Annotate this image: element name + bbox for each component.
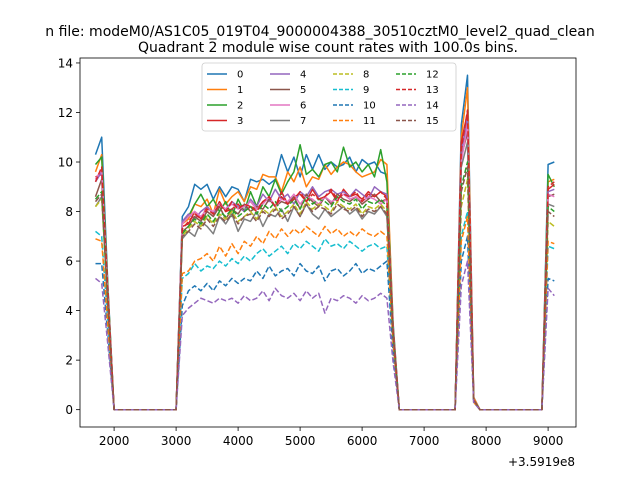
chart-title: Quadrant 2 module wise count rates with … (138, 40, 518, 56)
series-line-10 (95, 235, 555, 411)
axes-frame (79, 57, 577, 428)
series-line-8 (94, 178, 555, 411)
legend-label-5: 5 (300, 85, 306, 96)
series-line-14 (95, 260, 555, 411)
series-line-1 (94, 86, 555, 411)
legend-label-9: 9 (363, 85, 369, 96)
legend-label-6: 6 (300, 101, 306, 112)
y-axis: 0 2 4 6 8 10 12 14 (58, 56, 80, 417)
series-line-12 (94, 161, 555, 411)
legend-box (201, 62, 457, 132)
x-axis-offset-label: +3.5919e8 (508, 455, 575, 469)
x-tick-label: 7000 (409, 434, 440, 448)
legend-label-11: 11 (363, 116, 376, 127)
series-line-15 (94, 166, 555, 411)
y-tick-label: 12 (58, 106, 73, 120)
figure-suptitle: n file: modeM0/AS1C05_019T04_9000004388_… (45, 24, 594, 40)
legend-label-2: 2 (237, 101, 243, 112)
series-line-13 (94, 109, 555, 411)
x-tick-label: 9000 (533, 434, 564, 448)
legend-label-13: 13 (426, 85, 439, 96)
legend-label-12: 12 (426, 70, 439, 81)
x-axis: 2000 3000 4000 5000 6000 7000 8000 9000 (99, 427, 564, 448)
series-line-3 (95, 111, 555, 411)
plot-area (94, 74, 555, 411)
legend-label-8: 8 (363, 70, 369, 81)
x-tick-label: 4000 (223, 434, 254, 448)
x-tick-label: 6000 (347, 434, 378, 448)
x-tick-label: 3000 (161, 434, 192, 448)
y-tick-label: 8 (65, 205, 73, 219)
y-tick-label: 10 (58, 156, 73, 170)
legend-label-10: 10 (363, 101, 376, 112)
y-tick-label: 14 (58, 56, 73, 70)
y-tick-label: 4 (65, 304, 73, 318)
legend-label-1: 1 (237, 85, 243, 96)
series-line-5 (94, 131, 555, 411)
x-tick-label: 2000 (99, 434, 130, 448)
y-tick-label: 0 (65, 403, 73, 417)
series-line-7 (94, 141, 555, 411)
series-line-2 (94, 121, 555, 411)
x-tick-label: 8000 (471, 434, 502, 448)
legend-label-14: 14 (426, 101, 439, 112)
legend-label-0: 0 (237, 70, 243, 81)
series-line-4 (94, 116, 555, 411)
y-tick-label: 2 (65, 354, 73, 368)
legend-label-7: 7 (300, 116, 306, 127)
legend-label-4: 4 (300, 70, 306, 81)
y-tick-label: 6 (65, 255, 73, 269)
legend-label-15: 15 (426, 116, 439, 127)
x-tick-label: 5000 (285, 434, 316, 448)
legend-label-3: 3 (237, 116, 243, 127)
